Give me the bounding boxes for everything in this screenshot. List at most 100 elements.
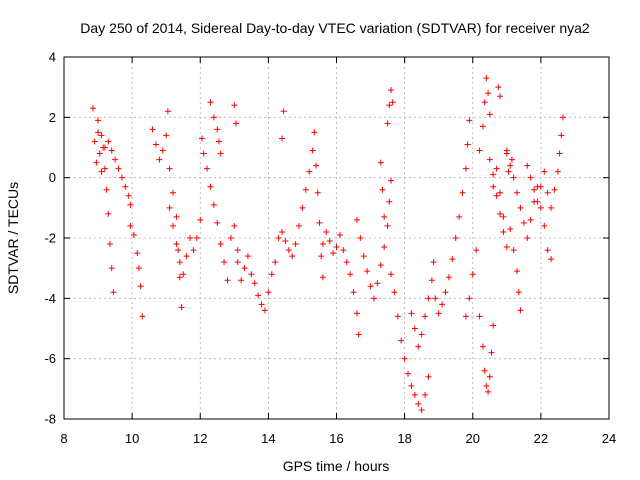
data-point (108, 147, 115, 154)
data-point (98, 132, 105, 139)
data-point (139, 313, 146, 320)
data-point (430, 259, 437, 266)
data-point (170, 189, 176, 196)
data-point (326, 238, 333, 245)
data-point (548, 256, 555, 263)
data-point (473, 247, 480, 254)
series-group (462, 247, 497, 395)
data-point (95, 117, 102, 124)
data-point (442, 289, 449, 296)
data-point (282, 238, 289, 245)
data-point (386, 102, 393, 109)
data-point (91, 138, 98, 145)
data-point (112, 156, 119, 163)
y-tick-label: 4 (49, 50, 56, 65)
data-point (314, 189, 321, 196)
series-group (353, 177, 394, 302)
data-point (234, 259, 241, 266)
data-point (355, 331, 362, 338)
y-tick-label: -6 (44, 351, 56, 366)
data-point (176, 274, 183, 281)
data-point (481, 99, 488, 106)
data-point (405, 370, 412, 377)
data-point (353, 216, 360, 223)
data-point (517, 307, 524, 314)
data-point (370, 295, 377, 302)
data-point (479, 343, 486, 350)
data-point (486, 156, 493, 163)
data-point (244, 253, 251, 260)
data-point (309, 147, 316, 154)
data-point (251, 280, 258, 287)
data-point (204, 165, 211, 172)
series-group (166, 204, 204, 278)
x-tick-label: 12 (193, 431, 207, 446)
data-point (183, 253, 190, 260)
data-point (130, 231, 137, 238)
data-point (411, 325, 418, 332)
data-point (180, 271, 187, 278)
data-point (234, 247, 241, 254)
data-point (289, 253, 296, 260)
data-point (330, 250, 337, 257)
series-group (490, 147, 515, 220)
x-tick-labels: 8 10 12 14 16 18 20 22 24 (60, 431, 616, 446)
data-point (101, 165, 108, 172)
series-group (503, 150, 555, 263)
data-point (207, 99, 214, 106)
data-point (488, 349, 495, 356)
data-point (217, 241, 224, 248)
series-group (198, 135, 241, 284)
data-point (505, 168, 512, 175)
data-point (190, 247, 197, 254)
data-point (193, 235, 200, 241)
data-point (510, 247, 517, 254)
data-point (115, 165, 122, 172)
data-point (306, 168, 313, 175)
data-point (425, 295, 432, 302)
data-point (241, 265, 248, 272)
data-point (279, 135, 285, 142)
x-tick-label: 16 (329, 431, 343, 446)
data-point (156, 156, 163, 163)
data-point (381, 244, 388, 251)
data-point (388, 177, 394, 184)
data-point (379, 186, 386, 193)
data-point (490, 171, 497, 178)
data-point (439, 301, 446, 308)
data-point (514, 189, 521, 196)
data-point (152, 141, 159, 148)
data-point (466, 117, 473, 124)
data-point (384, 222, 391, 229)
data-point (268, 271, 275, 278)
data-point (255, 292, 262, 299)
data-point (531, 186, 538, 193)
data-point (486, 373, 493, 380)
series-group (408, 259, 437, 350)
grid (64, 57, 609, 419)
data-point (227, 235, 234, 241)
data-points (89, 75, 567, 413)
data-point (507, 162, 514, 169)
data-point (483, 382, 490, 389)
data-point (215, 138, 222, 145)
data-point (445, 274, 452, 281)
data-point (318, 253, 325, 260)
data-point (464, 141, 471, 148)
data-point (313, 162, 320, 169)
data-point (343, 259, 350, 266)
data-point (323, 228, 330, 235)
x-tick-label: 22 (534, 431, 548, 446)
x-tick-label: 18 (397, 431, 411, 446)
data-point (118, 174, 125, 181)
data-point (89, 105, 96, 112)
data-point (381, 213, 388, 220)
data-point (534, 198, 541, 205)
y-tick-label: 2 (49, 110, 56, 125)
data-point (497, 189, 503, 196)
y-axis-label: SDTVAR / TECUs (5, 182, 21, 294)
data-point (435, 310, 442, 317)
data-point (302, 186, 309, 193)
data-point (500, 228, 507, 235)
data-point (173, 241, 180, 248)
